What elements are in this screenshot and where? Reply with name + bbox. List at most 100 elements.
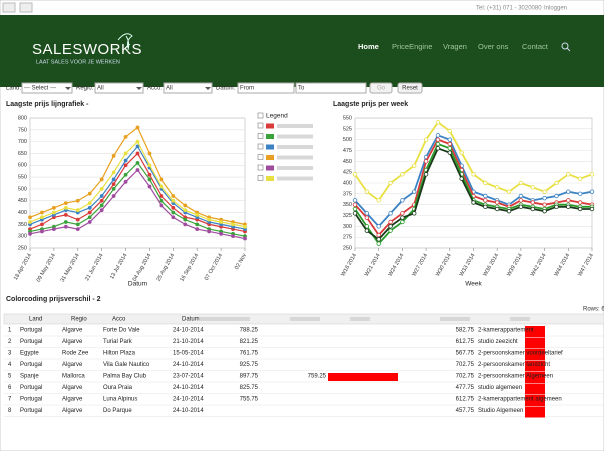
table-cell: 8 (8, 408, 12, 414)
y-tick-label: 525 (343, 126, 352, 132)
data-point (495, 185, 500, 190)
input-value[interactable]: From (240, 86, 254, 92)
data-point (542, 202, 547, 207)
data-point (435, 120, 441, 125)
data-point (400, 219, 405, 225)
table-cell: studio algemeen (478, 385, 522, 391)
column-header-blurred (200, 317, 250, 321)
button[interactable] (397, 82, 423, 94)
column-header[interactable]: Regio (71, 317, 87, 323)
y-tick-label: 350 (343, 202, 352, 208)
table-title: Colorcoding prijsverschil - 2 (6, 296, 101, 303)
table-cell: 21-10-2014 (173, 339, 204, 345)
column-header[interactable]: Acco (112, 317, 126, 323)
diff-cell (525, 337, 545, 349)
icon (19, 2, 33, 13)
table-cell: 2-kamerappartement algemeen (478, 397, 562, 403)
data-point (123, 151, 128, 156)
input[interactable] (295, 82, 367, 94)
table-cell: studio zeezicht (478, 339, 518, 345)
table-cell: 4 (8, 362, 12, 368)
data-point (183, 208, 188, 213)
table-cell: 761.75 (240, 351, 259, 357)
y-tick-label: 325 (343, 213, 352, 219)
table-cell: 15-05-2014 (173, 351, 204, 357)
data-point (352, 172, 358, 177)
nav-item[interactable]: PriceEngine (392, 42, 432, 51)
input[interactable] (94, 82, 144, 94)
search-icon[interactable] (561, 42, 569, 50)
data-point (243, 236, 247, 241)
rows-label: Rows: 6 (583, 307, 604, 313)
x-axis-label: Datum (128, 281, 147, 288)
data-point (195, 213, 200, 217)
nav-item[interactable]: Vragen (443, 42, 467, 51)
table-cell: 925.75 (240, 362, 259, 368)
legend-checkbox[interactable] (257, 154, 264, 160)
legend-checkbox[interactable] (257, 112, 264, 119)
data-point (40, 229, 44, 234)
login[interactable]: Inloggen (544, 6, 567, 12)
table-cell: Algarve (62, 328, 83, 334)
search-icon[interactable] (566, 47, 571, 52)
data-point (99, 177, 104, 182)
data-point (577, 200, 583, 205)
data-point (99, 194, 104, 198)
y-tick-label: 425 (343, 170, 352, 176)
table-cell: 702.75 (456, 374, 475, 380)
data-point (577, 176, 583, 181)
y-tick-label: 400 (343, 180, 352, 186)
table-cell: 24-10-2014 (173, 362, 204, 368)
input-value[interactable]: All (97, 86, 104, 92)
legend-checkbox[interactable] (257, 133, 264, 139)
data-point (159, 177, 164, 182)
data-point (447, 128, 452, 134)
data-point (447, 141, 452, 147)
button[interactable] (369, 82, 393, 94)
legend-checkbox[interactable] (257, 143, 264, 150)
logo[interactable]: SALESWORKS (32, 41, 142, 58)
y-tick-label: 700 (18, 139, 27, 145)
filter-label: Regio: (76, 86, 94, 92)
data-point (75, 208, 80, 213)
nav-item[interactable]: Contact (522, 42, 549, 51)
data-point (364, 228, 370, 233)
dropdown-arrow[interactable] (205, 87, 211, 90)
input[interactable] (237, 82, 295, 94)
diff-cell (525, 326, 545, 337)
input[interactable] (163, 82, 213, 94)
nav-item[interactable]: Home (358, 42, 379, 51)
legend-checkbox[interactable] (257, 175, 264, 181)
table-cell: Egypte (20, 351, 39, 357)
table-cell: Portugal (20, 397, 42, 403)
data-point (135, 125, 140, 130)
nav-item[interactable]: Over ons (478, 42, 509, 51)
input-value[interactable]: --- Select --- (24, 86, 56, 92)
data-point (123, 158, 128, 163)
data-point (231, 222, 235, 227)
data-point (423, 172, 429, 177)
column-header[interactable]: Land (29, 317, 42, 323)
data-point (28, 220, 32, 224)
data-point (589, 189, 595, 194)
dropdown-arrow[interactable] (136, 87, 142, 90)
filter-label: Land: (6, 86, 21, 92)
legend-checkbox[interactable] (257, 164, 264, 171)
table-cell: Luna Alpinus (103, 397, 137, 403)
data-point (376, 198, 381, 203)
diff-cell (525, 406, 545, 418)
button-label[interactable]: Reset (402, 86, 418, 92)
table-cell: 24-10-2014 (173, 328, 204, 334)
input-value[interactable]: All (166, 86, 173, 92)
table-cell: Algarve (62, 385, 83, 391)
data-point (111, 177, 116, 182)
input[interactable] (21, 82, 73, 94)
button-label[interactable]: Go (377, 86, 386, 92)
data-point (471, 172, 476, 177)
input-value[interactable]: To (298, 86, 305, 92)
legend-checkbox[interactable] (257, 122, 264, 129)
data-point (364, 189, 370, 194)
dropdown-arrow[interactable] (65, 87, 71, 90)
column-header[interactable]: Datum (182, 317, 200, 323)
table-cell: 3 (8, 351, 12, 357)
